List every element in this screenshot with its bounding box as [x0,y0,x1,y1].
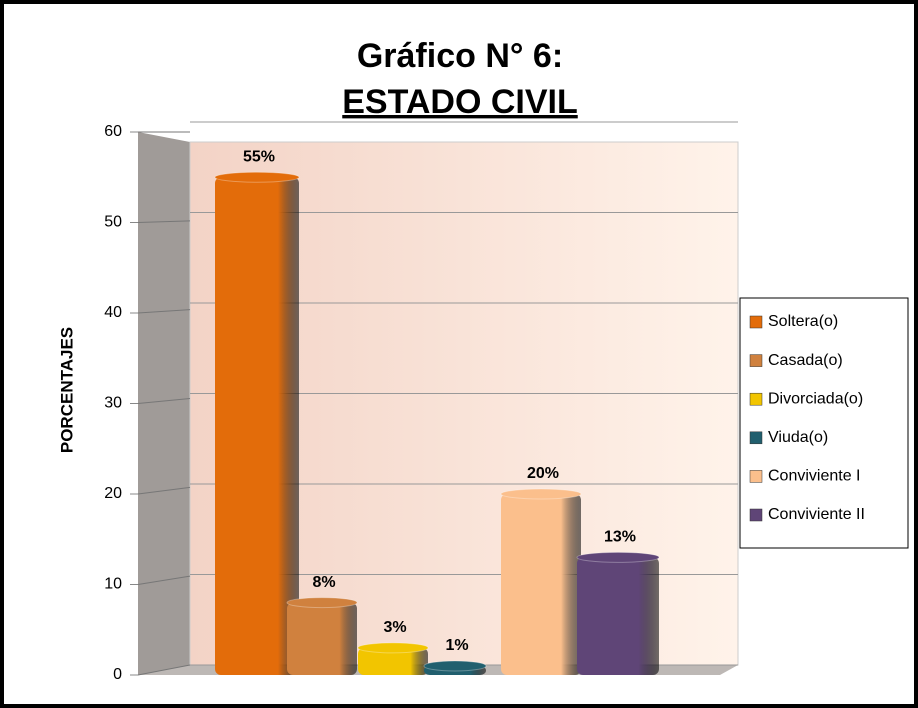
data-label: 20% [527,465,559,482]
grid-line [137,486,191,495]
bar-cap [576,551,660,563]
legend-swatch [749,392,763,406]
data-label: 55% [243,148,275,165]
grid-line [137,220,191,223]
y-axis-label: PORCENTAJES [57,327,76,453]
data-label: 8% [312,574,335,591]
legend-label: Soltera(o) [768,313,838,330]
bar [215,177,299,675]
y-tick-label: 10 [104,576,122,593]
data-label: 3% [383,619,406,636]
y-tick-label: 20 [104,485,122,502]
legend-swatch [749,470,763,483]
legend-label: Viuda(o) [768,429,828,446]
side-wall [138,132,190,675]
bar [358,647,428,675]
bar-cap [423,660,487,672]
grid-line [137,575,191,585]
y-tick-label: 30 [104,395,122,412]
legend-swatch [749,354,763,367]
bar [577,557,659,675]
legend-swatch [749,508,763,522]
chart-subtitle: ESTADO CIVIL [342,83,578,121]
legend-swatch [749,315,763,329]
y-tick-label: 50 [104,214,122,231]
legend [739,297,909,549]
data-label: 13% [604,529,636,546]
y-tick-label: 60 [104,123,122,140]
bar [501,494,581,675]
y-tick-label: 40 [104,304,122,321]
bar [287,602,357,675]
data-label: 1% [445,637,468,654]
bar-cap [214,171,300,183]
legend-swatch [749,431,763,445]
y-tick-label: 0 [113,666,122,683]
legend-label: Conviviente II [768,506,865,523]
grid-line [137,664,191,676]
bar-cap [286,597,358,609]
grid-line [137,309,191,314]
legend-label: Conviviente I [768,468,861,485]
legend-label: Divorciada(o) [768,390,863,407]
grid-line [137,398,191,404]
legend-label: Casada(o) [768,352,843,369]
bar-cap [500,488,582,500]
bar-cap [357,642,429,654]
chart-title: Gráfico N° 6: [357,37,563,75]
